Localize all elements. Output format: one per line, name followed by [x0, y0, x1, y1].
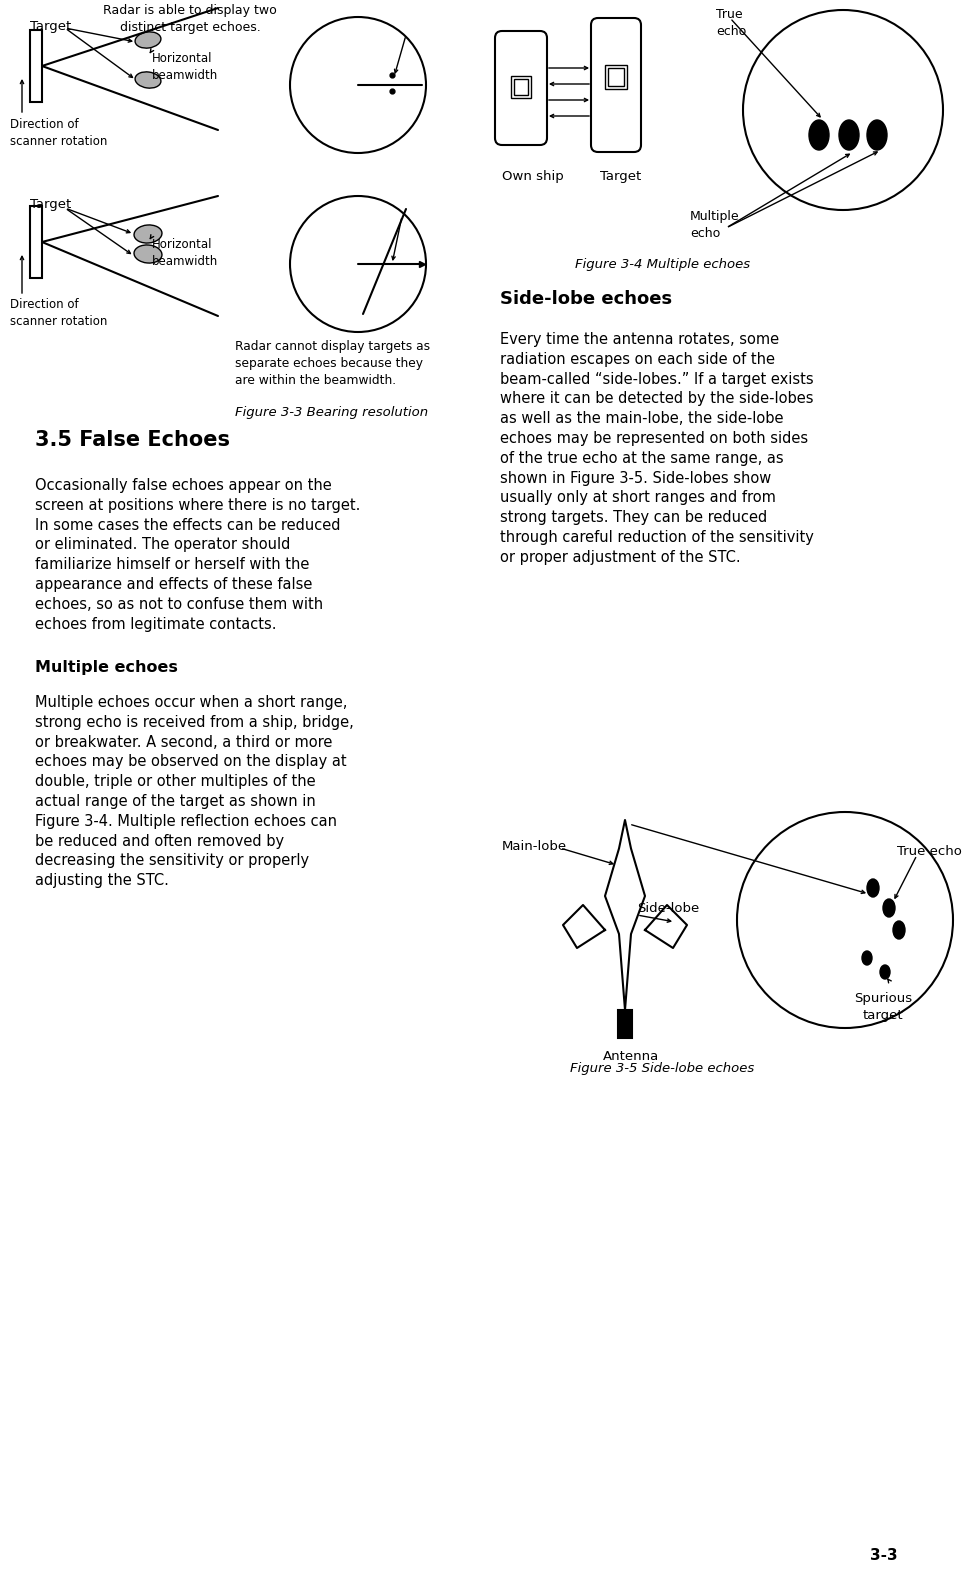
Bar	[618, 1009, 632, 1038]
Text: Radar is able to display two
distinct target echoes.: Radar is able to display two distinct ta…	[103, 5, 277, 35]
Bar	[30, 207, 42, 278]
Bar	[608, 68, 624, 87]
Circle shape	[290, 17, 426, 153]
Text: Side-lobe echoes: Side-lobe echoes	[500, 290, 672, 308]
Text: Figure 3-4 Multiple echoes: Figure 3-4 Multiple echoes	[575, 259, 750, 271]
Text: Antenna: Antenna	[603, 1050, 660, 1063]
FancyBboxPatch shape	[495, 32, 547, 145]
Text: Spurious
target: Spurious target	[854, 992, 912, 1022]
Ellipse shape	[134, 244, 162, 263]
Text: Side-lobe: Side-lobe	[637, 902, 700, 915]
Text: 3.5 False Echoes: 3.5 False Echoes	[35, 431, 230, 449]
Text: Target: Target	[30, 21, 71, 33]
Text: Figure 3-5 Side-lobe echoes: Figure 3-5 Side-lobe echoes	[570, 1061, 754, 1076]
Text: Horizontal
beamwidth: Horizontal beamwidth	[152, 238, 218, 268]
Text: Every time the antenna rotates, some
radiation escapes on each side of the
beam-: Every time the antenna rotates, some rad…	[500, 333, 813, 565]
FancyBboxPatch shape	[591, 17, 641, 151]
Ellipse shape	[135, 32, 161, 49]
Text: Horizontal
beamwidth: Horizontal beamwidth	[152, 52, 218, 82]
Circle shape	[743, 9, 943, 210]
Ellipse shape	[809, 120, 829, 150]
Text: Direction of
scanner rotation: Direction of scanner rotation	[10, 118, 107, 148]
Text: Occasionally false echoes appear on the
screen at positions where there is no ta: Occasionally false echoes appear on the …	[35, 478, 360, 632]
Text: Radar cannot display targets as
separate echoes because they
are within the beam: Radar cannot display targets as separate…	[235, 341, 430, 386]
Text: Target: Target	[600, 170, 641, 183]
Bar	[511, 76, 531, 98]
Bar	[30, 30, 42, 103]
Text: Target: Target	[30, 199, 71, 211]
Circle shape	[290, 196, 426, 333]
Ellipse shape	[135, 73, 161, 88]
Bar	[514, 79, 528, 95]
Text: Multiple
echo: Multiple echo	[690, 210, 739, 240]
Circle shape	[737, 812, 953, 1028]
Ellipse shape	[134, 226, 162, 243]
Ellipse shape	[839, 120, 859, 150]
Ellipse shape	[867, 878, 879, 897]
Ellipse shape	[862, 951, 872, 965]
Ellipse shape	[883, 899, 895, 916]
Text: Own ship: Own ship	[502, 170, 563, 183]
Ellipse shape	[880, 965, 890, 979]
Ellipse shape	[893, 921, 905, 938]
Text: True
echo: True echo	[716, 8, 746, 38]
Bar	[605, 65, 627, 88]
Text: 3-3: 3-3	[871, 1549, 898, 1563]
Text: Figure 3-3 Bearing resolution: Figure 3-3 Bearing resolution	[235, 405, 428, 419]
Text: Multiple echoes: Multiple echoes	[35, 661, 178, 675]
Text: Direction of
scanner rotation: Direction of scanner rotation	[10, 298, 107, 328]
Text: Main-lobe: Main-lobe	[502, 841, 567, 853]
Text: Multiple echoes occur when a short range,
strong echo is received from a ship, b: Multiple echoes occur when a short range…	[35, 695, 354, 888]
Text: True echo: True echo	[897, 845, 962, 858]
Ellipse shape	[867, 120, 887, 150]
